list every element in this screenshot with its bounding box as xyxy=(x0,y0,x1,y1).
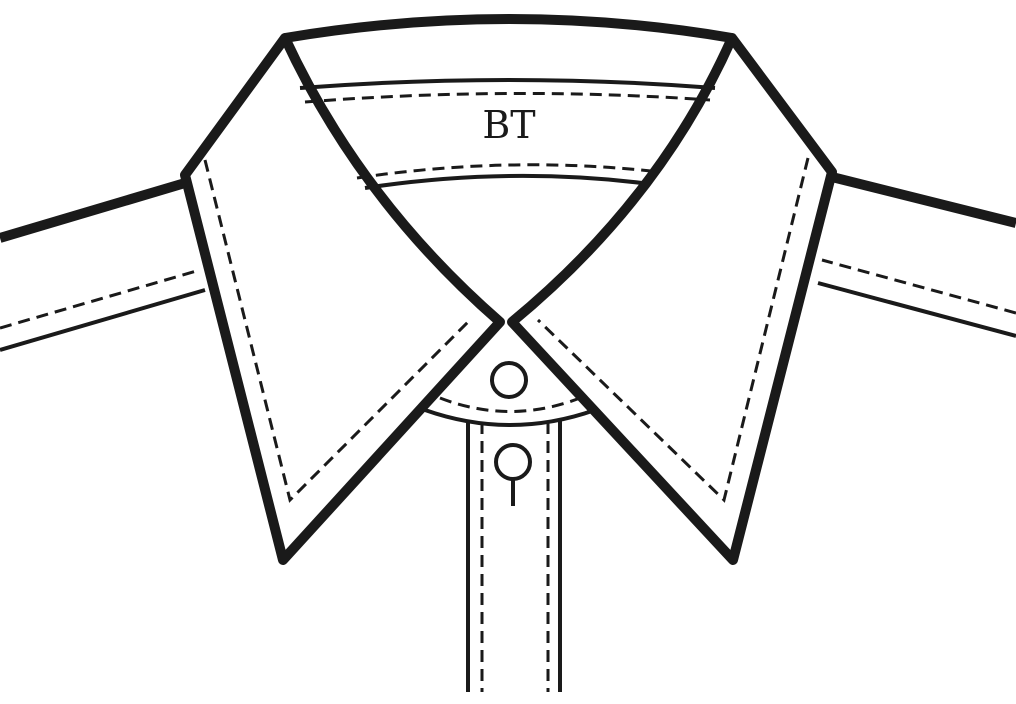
collar-button-icon xyxy=(490,361,528,399)
collar-label: BT xyxy=(482,103,535,147)
button-placket xyxy=(466,420,562,692)
left-collar-leaf xyxy=(180,33,505,565)
placket-button-icon xyxy=(494,443,532,481)
left-shoulder xyxy=(0,178,206,352)
right-collar-leaf xyxy=(507,33,837,565)
right-shoulder xyxy=(817,172,1016,338)
neckband-front xyxy=(424,396,596,427)
collar-stand xyxy=(284,14,733,190)
